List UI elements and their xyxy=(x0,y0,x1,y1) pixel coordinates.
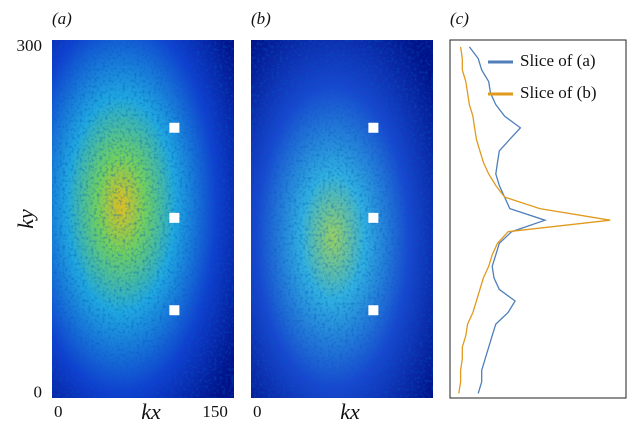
y-tick-label: 0 xyxy=(34,382,43,401)
line xyxy=(468,46,548,394)
line xyxy=(458,46,611,394)
marker xyxy=(368,212,379,223)
marker xyxy=(169,122,180,133)
marker xyxy=(169,212,180,223)
marker xyxy=(368,122,379,133)
marker xyxy=(368,305,379,316)
y-axis-label: ky xyxy=(13,209,38,229)
heatmap-texture xyxy=(52,40,234,398)
panel-label: (c) xyxy=(450,9,469,28)
plot-frame xyxy=(449,39,627,399)
marker xyxy=(169,305,180,316)
x-tick-label: 0 xyxy=(54,402,63,421)
legend-label: Slice of (b) xyxy=(520,83,596,102)
x-axis-label: kx xyxy=(340,399,360,424)
heatmap-texture xyxy=(251,40,433,398)
x-tick-label: 0 xyxy=(253,402,262,421)
x-tick-label: 150 xyxy=(202,402,228,421)
panel-label: (a) xyxy=(52,9,72,28)
legend-label: Slice of (a) xyxy=(520,51,596,70)
panel-label: (b) xyxy=(251,9,271,28)
y-tick-label: 300 xyxy=(17,36,43,55)
x-axis-label: kx xyxy=(141,399,161,424)
